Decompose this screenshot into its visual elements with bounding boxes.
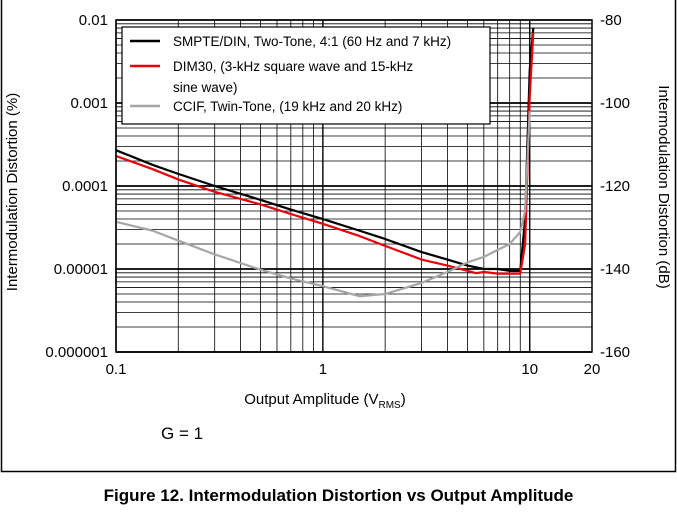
x-tick-label: 10 [521, 361, 538, 378]
y-left-tick-label: 0.01 [79, 12, 108, 29]
legend-label-2: DIM30, (3-kHz square wave and 15-kHz [173, 59, 413, 74]
y-left-tick-label: 0.00001 [54, 261, 108, 278]
y-axis-left-label: Intermodulation Distortion (%) [4, 93, 21, 291]
y-right-tick-label: -140 [600, 261, 630, 278]
y-left-tick-label: 0.001 [70, 95, 108, 112]
figure-caption: Figure 12. Intermodulation Distortion vs… [103, 486, 574, 505]
y-right-tick-label: -120 [600, 178, 630, 195]
legend-box [121, 26, 491, 125]
y-left-tick-label: 0.000001 [45, 344, 108, 361]
y-right-tick-label: -80 [600, 12, 622, 29]
y-axis-right-label: Intermodulation Distortion (dB) [655, 85, 672, 288]
figure-frame [0, 0, 677, 473]
x-axis-label: Output Amplitude (VRMS) [244, 391, 405, 411]
x-tick-label: 20 [584, 361, 601, 378]
y-right-tick-label: -160 [600, 344, 630, 361]
legend-label-1: SMPTE/DIN, Two-Tone, 4:1 (60 Hz and 7 kH… [173, 34, 451, 49]
series-line-2 [115, 32, 535, 275]
tick-labels: 0.1 1 10 20 0.01 0.001 0.0001 0.00001 0.000001 -8… [45, 12, 630, 378]
x-tick-label: 0.1 [106, 361, 127, 378]
series-layer [115, 27, 535, 298]
legend: SMPTE/DIN, Two-Tone, 4:1 (60 Hz and 7 kH… [121, 26, 491, 125]
legend-label-3: CCIF, Twin-Tone, (19 kHz and 20 kHz) [173, 99, 402, 114]
y-left-tick-label: 0.0001 [62, 178, 108, 195]
y-right-tick-label: -100 [600, 95, 630, 112]
x-tick-label: 1 [319, 361, 327, 378]
series-line-3 [115, 110, 531, 298]
plot-area-border [115, 19, 593, 353]
legend-label-2: sine wave) [173, 80, 238, 95]
gain-annotation: G = 1 [161, 424, 203, 443]
